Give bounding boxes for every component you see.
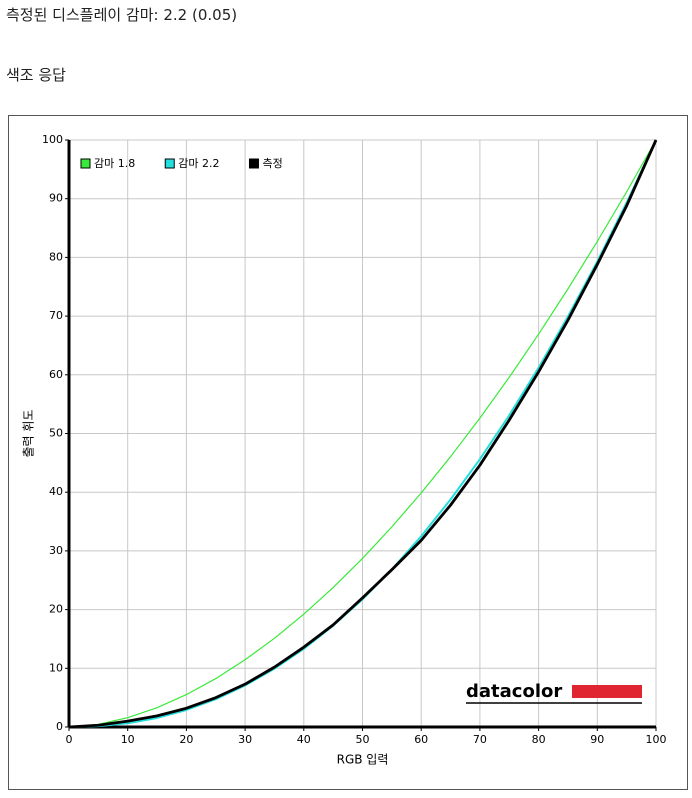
x-tick-label: 90 — [590, 733, 604, 746]
y-tick-label: 60 — [49, 368, 63, 381]
chart: 0 10 20 30 40 50 60 70 80 90 100 0 10 20 30 40 50 60 70 80 9… — [22, 133, 667, 767]
y-tick-label: 40 — [49, 485, 63, 498]
x-tick-label: 10 — [121, 733, 135, 746]
x-axis-label: RGB 입력 — [337, 753, 389, 767]
y-tick-label: 10 — [49, 661, 63, 674]
x-tick-label: 0 — [66, 733, 73, 746]
logo-bar — [572, 685, 642, 698]
y-tick-label: 90 — [49, 192, 63, 205]
y-tick-label: 0 — [56, 720, 63, 733]
page-title: 측정된 디스플레이 감마: 2.2 (0.05) — [6, 6, 238, 24]
x-tick-label: 20 — [179, 733, 193, 746]
y-axis-label: 출력 휘도 — [22, 410, 36, 458]
legend-swatch — [80, 158, 91, 169]
legend-swatch — [248, 158, 259, 169]
legend-swatch — [164, 158, 175, 169]
x-tick-label: 40 — [297, 733, 311, 746]
y-tick-label: 20 — [49, 603, 63, 616]
x-tick-label: 70 — [473, 733, 487, 746]
section-title: 색조 응답 — [6, 66, 66, 84]
y-tick-label: 100 — [42, 133, 63, 146]
logo: datacolor — [466, 681, 562, 702]
legend-label: 감마 2.2 — [178, 157, 219, 170]
y-tick-label: 80 — [49, 250, 63, 263]
y-tick-label: 70 — [49, 309, 63, 322]
x-tick-label: 30 — [238, 733, 252, 746]
y-tick-label: 30 — [49, 544, 63, 557]
y-tick-label: 50 — [49, 427, 63, 440]
legend-label: 측정 — [262, 157, 282, 170]
x-tick-label: 80 — [532, 733, 546, 746]
x-tick-label: 60 — [414, 733, 428, 746]
legend-label: 감마 1.8 — [94, 157, 135, 170]
x-tick-label: 100 — [646, 733, 667, 746]
series-line — [68, 139, 658, 729]
series-line — [68, 139, 657, 728]
chart-frame: 0 10 20 30 40 50 60 70 80 90 100 0 10 20 30 40 50 60 70 80 9… — [8, 115, 688, 790]
x-tick-label: 50 — [356, 733, 370, 746]
